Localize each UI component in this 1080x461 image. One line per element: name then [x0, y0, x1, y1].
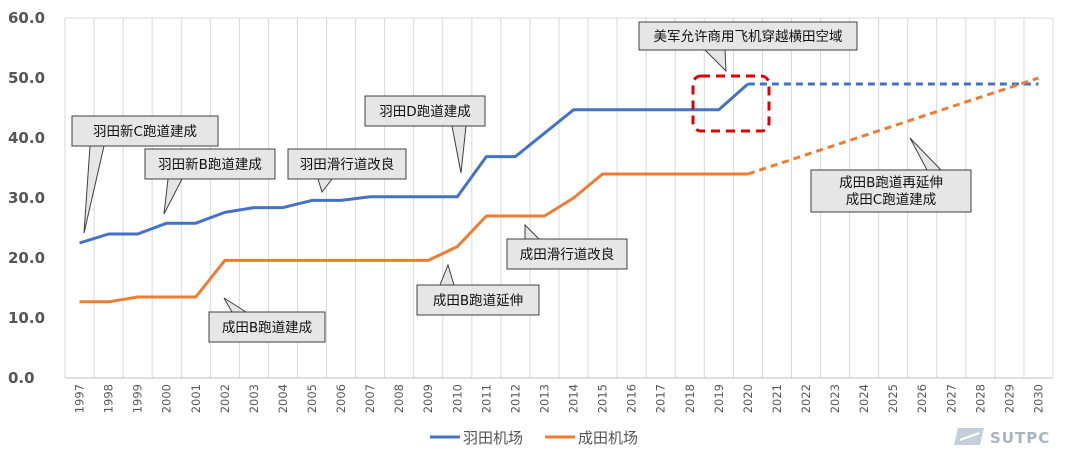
x-tick-label: 2030 — [1031, 384, 1045, 413]
x-tick-label: 2005 — [305, 384, 319, 413]
x-tick-label: 2011 — [479, 384, 493, 413]
x-tick-label: 2021 — [770, 384, 784, 413]
x-tick-label: 2007 — [363, 384, 377, 413]
x-tick-label: 2009 — [421, 384, 435, 413]
x-tick-label: 2013 — [537, 384, 551, 413]
x-tick-label: 2018 — [683, 384, 697, 413]
callout-pointer — [163, 178, 183, 215]
y-tick-label: 40.0 — [8, 129, 45, 147]
y-tick-label: 50.0 — [8, 69, 45, 87]
callout-pointer — [439, 263, 455, 286]
x-tick-label: 2024 — [857, 384, 871, 413]
callout-narita-b-runway: 成田B跑道建成 — [222, 320, 312, 336]
callout-pointer — [524, 223, 541, 240]
x-tick-label: 2017 — [654, 384, 668, 413]
x-tick-label: 2019 — [712, 384, 726, 413]
callout-yokota-airspace: 美军允许商用飞机穿越横田空域 — [654, 29, 843, 45]
series-line-haneda — [79, 82, 749, 245]
x-tick-label: 2023 — [828, 384, 842, 413]
x-tick-label: 2022 — [799, 384, 813, 413]
x-tick-label: 2012 — [508, 384, 522, 413]
callout-narita-extension-c: 成田B跑道再延伸 — [839, 175, 943, 191]
callout-narita-taxiway: 成田滑行道改良 — [520, 247, 615, 263]
callout-box — [287, 148, 407, 180]
callout-narita-extension-c: 成田C跑道建成 — [846, 192, 936, 208]
x-tick-label: 2014 — [567, 384, 581, 413]
y-tick-label: 30.0 — [8, 189, 45, 207]
y-tick-label: 10.0 — [8, 309, 45, 327]
callout-box — [71, 115, 219, 147]
x-tick-label: 1997 — [73, 384, 87, 413]
highlight-box — [691, 74, 771, 133]
series-plan-narita — [747, 76, 1039, 176]
callout-haneda-taxiway: 羽田滑行道改良 — [300, 157, 395, 173]
x-tick-label: 2029 — [1002, 384, 1016, 413]
callout-box — [144, 148, 276, 180]
x-tick-label: 2002 — [218, 384, 232, 413]
callout-narita-b-extension: 成田B跑道延伸 — [433, 293, 523, 309]
x-tick-label: 2010 — [450, 384, 464, 413]
callout-pointer — [451, 125, 467, 174]
x-tick-label: 2000 — [160, 384, 174, 413]
x-tick-label: 1998 — [102, 384, 116, 413]
callout-pointer — [317, 178, 334, 194]
callout-box — [208, 311, 326, 343]
callout-box — [364, 95, 486, 127]
x-tick-label: 2027 — [944, 384, 958, 413]
x-tick-label: 2004 — [276, 384, 290, 413]
x-tick-label: 2008 — [392, 384, 406, 413]
callout-haneda-c-runway: 羽田新C跑道建成 — [93, 124, 197, 140]
x-tick-label: 2026 — [915, 384, 929, 413]
series-line-narita — [79, 172, 748, 304]
x-tick-label: 2028 — [973, 384, 987, 413]
y-tick-label: 60.0 — [8, 9, 45, 27]
x-tick-label: 2016 — [625, 384, 639, 413]
x-tick-label: 2025 — [886, 384, 900, 413]
x-tick-label: 1999 — [131, 384, 145, 413]
watermark-logo-stripe — [959, 432, 980, 441]
legend-label-haneda: 羽田机场 — [463, 429, 523, 447]
x-tick-label: 2003 — [247, 384, 261, 413]
x-tick-label: 2001 — [189, 384, 203, 413]
callout-haneda-d-runway: 羽田D跑道建成 — [379, 104, 470, 120]
callout-box — [506, 238, 628, 270]
y-tick-label: 20.0 — [8, 249, 45, 267]
legend-label-narita: 成田机场 — [578, 429, 638, 447]
callout-box — [638, 21, 858, 51]
x-tick-label: 2006 — [334, 384, 348, 413]
watermark-text: SUTPC — [990, 429, 1050, 447]
callout-box — [810, 169, 972, 213]
callout-haneda-b-runway: 羽田新B跑道建成 — [158, 157, 262, 173]
y-tick-label: 0.0 — [8, 369, 35, 387]
callout-pointer — [703, 49, 727, 73]
x-tick-label: 2020 — [741, 384, 755, 413]
callout-box — [416, 284, 540, 316]
x-tick-label: 2015 — [596, 384, 610, 413]
callout-pointer — [223, 297, 248, 313]
